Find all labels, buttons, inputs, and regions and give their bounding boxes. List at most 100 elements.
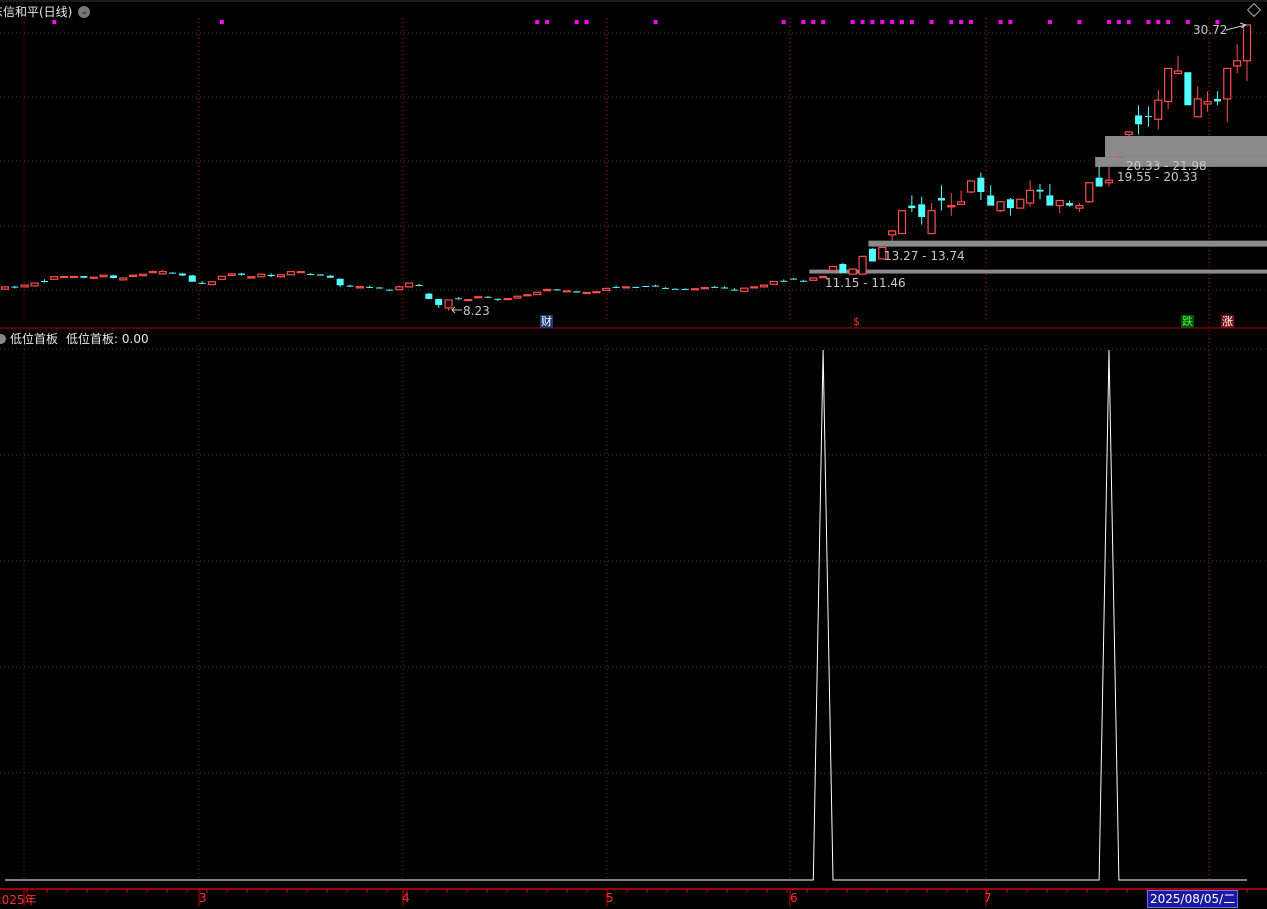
candle-body (1135, 115, 1143, 125)
candle-body (1095, 177, 1103, 187)
candle-body (966, 180, 976, 193)
candle-body (878, 246, 887, 260)
candle-body (858, 255, 867, 275)
candle-body (109, 275, 117, 278)
signal-marker (870, 20, 875, 24)
signal-marker (1215, 20, 1220, 24)
signal-marker (52, 20, 57, 24)
signal-marker (1126, 20, 1131, 24)
candle-body (119, 277, 128, 281)
candle-body (494, 298, 502, 300)
candle-body (217, 275, 226, 280)
candle-body (769, 280, 778, 285)
candle-body (908, 205, 916, 209)
candle-body (11, 286, 19, 288)
candle-body (681, 288, 689, 290)
candle-body (947, 204, 956, 208)
candle-body (355, 286, 364, 289)
candle-body (158, 271, 167, 275)
candle-body (198, 282, 206, 284)
candle-body (888, 230, 897, 236)
candle-body (326, 275, 334, 278)
candle-body (1016, 198, 1025, 209)
gap-band (1095, 156, 1267, 167)
candle-body (267, 274, 275, 277)
signal-marker (969, 20, 973, 24)
event-tag-dollar[interactable]: $ (853, 315, 860, 328)
candle-body (799, 280, 807, 282)
candle-body (1036, 189, 1044, 192)
candle-body (582, 291, 591, 295)
candle-body (138, 273, 148, 277)
gap-label: 20.33 - 21.98 (1126, 159, 1207, 173)
cursor-date-label: 2025/08/05/二 (1147, 890, 1239, 908)
candle-body (937, 197, 945, 201)
x-axis-label: 3 (199, 891, 207, 905)
candle-body (20, 284, 29, 288)
chevron-down-icon[interactable]: ⌄ (78, 5, 91, 18)
indicator-name[interactable]: 低位首板 (10, 332, 59, 346)
candle-body (868, 248, 876, 262)
gap-band (868, 240, 1267, 247)
candle-body (435, 298, 443, 306)
candle-body (1173, 70, 1183, 75)
candle-body (1026, 189, 1035, 204)
low-arrow-icon (451, 306, 462, 314)
candle-body (652, 285, 660, 287)
signal-marker (811, 20, 816, 24)
candle-body (553, 289, 561, 291)
gap-label: 13.27 - 13.74 (884, 249, 965, 263)
signal-marker (1116, 20, 1121, 24)
indicator-value: 低位首板: 0.00 (66, 332, 149, 346)
candle-body (977, 177, 985, 193)
candle-body (602, 287, 611, 292)
gap-band (809, 269, 1267, 274)
candle-body (346, 285, 354, 287)
candle-body (1164, 67, 1173, 103)
candle-body (454, 298, 462, 300)
candle-body (996, 201, 1005, 212)
candle-body (405, 282, 414, 288)
gap-label: 19.55 - 20.33 (1117, 170, 1198, 184)
candle-body (366, 286, 374, 288)
candle-body (1115, 156, 1123, 158)
candle-body (1085, 182, 1094, 203)
candle-body (148, 271, 157, 274)
candle-body (730, 289, 738, 291)
candle-body (425, 293, 433, 299)
candle-body (690, 288, 700, 291)
candle-body (573, 291, 581, 293)
signal-marker (900, 20, 904, 24)
low-price-label: 8.23 (463, 304, 490, 318)
candle-body (40, 281, 48, 283)
candle-body (1006, 199, 1014, 209)
x-axis-label: 4 (402, 891, 410, 905)
candle-body (484, 296, 492, 298)
candle-body (0, 286, 10, 290)
candle-body (247, 276, 256, 279)
candle-body (207, 281, 217, 286)
candle-body (129, 274, 138, 278)
indicator-header: 低位首板 低位首板: 0.00 (0, 330, 149, 347)
event-tag-rise[interactable]: 涨 (1221, 315, 1234, 328)
event-tag-finance[interactable]: 财 (540, 315, 553, 328)
event-tag-fall[interactable]: 跌 (1181, 315, 1194, 328)
signal-marker (949, 20, 954, 24)
indicator-settings-icon[interactable] (0, 333, 6, 344)
candle-body (700, 287, 709, 290)
signal-marker (535, 20, 540, 24)
signal-marker (929, 20, 934, 24)
candle-body (464, 298, 473, 302)
signal-marker (1156, 20, 1161, 24)
x-axis-label: 2025年 (0, 893, 37, 907)
signal-marker (959, 20, 964, 24)
candle-body (69, 275, 79, 279)
candle-body (276, 274, 286, 278)
stock-name-period: 东信和平(日线) (0, 5, 73, 19)
signal-marker (998, 20, 1003, 24)
signal-marker (1166, 20, 1171, 24)
indicator-line (5, 349, 1247, 881)
candle-body (632, 286, 640, 288)
candle-body (1233, 60, 1242, 67)
